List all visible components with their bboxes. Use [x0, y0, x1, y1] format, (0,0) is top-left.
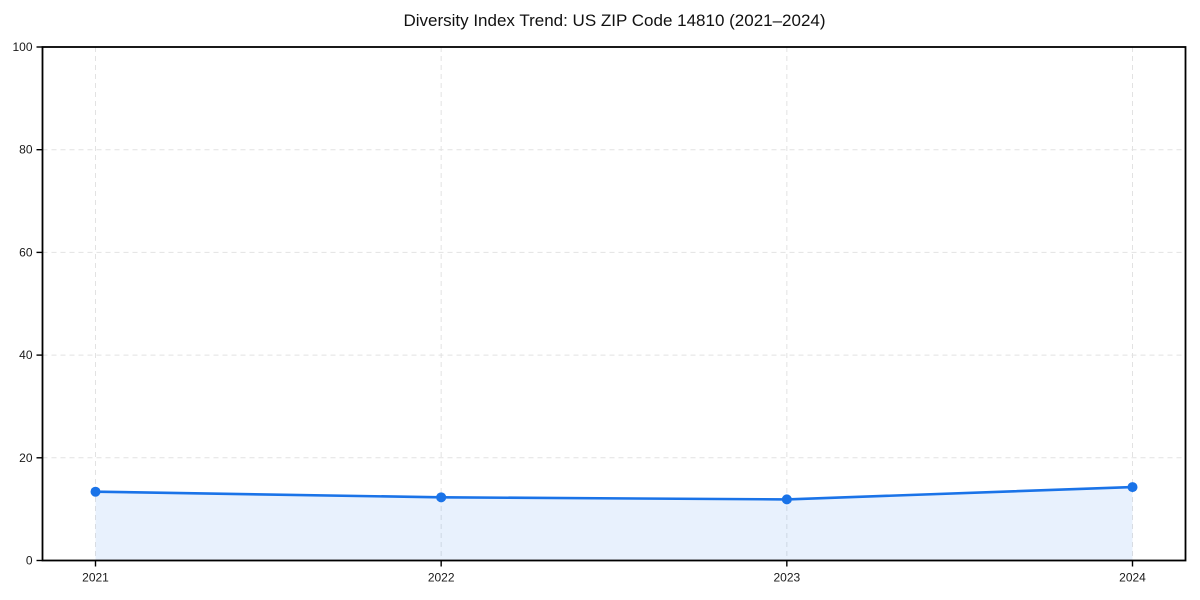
x-tick-label: 2022	[428, 571, 455, 585]
data-point-marker	[781, 494, 792, 505]
axis-ticks	[36, 46, 1134, 567]
data-point-marker	[1127, 482, 1138, 493]
y-tick-label: 40	[19, 348, 33, 362]
y-tick-label: 80	[19, 143, 33, 157]
chart-title: Diversity Index Trend: US ZIP Code 14810…	[403, 11, 826, 30]
x-tick-label: 2023	[773, 571, 800, 585]
area-fill	[95, 487, 1133, 561]
gridlines	[42, 47, 1186, 561]
data-points	[90, 482, 1138, 505]
x-axis-labels: 2021 2022 2023 2024	[82, 571, 1146, 585]
y-tick-label: 0	[26, 554, 33, 568]
plot-border	[41, 46, 1187, 562]
trend-line	[94, 485, 1134, 501]
y-tick-label: 60	[19, 245, 33, 259]
y-tick-label: 100	[12, 40, 32, 54]
y-axis-labels: 0 20 40 60 80 100	[12, 40, 32, 568]
x-tick-label: 2024	[1119, 571, 1146, 585]
x-tick-label: 2021	[82, 571, 109, 585]
y-tick-label: 20	[19, 451, 33, 465]
data-point-marker	[436, 492, 447, 503]
data-point-marker	[90, 486, 101, 497]
